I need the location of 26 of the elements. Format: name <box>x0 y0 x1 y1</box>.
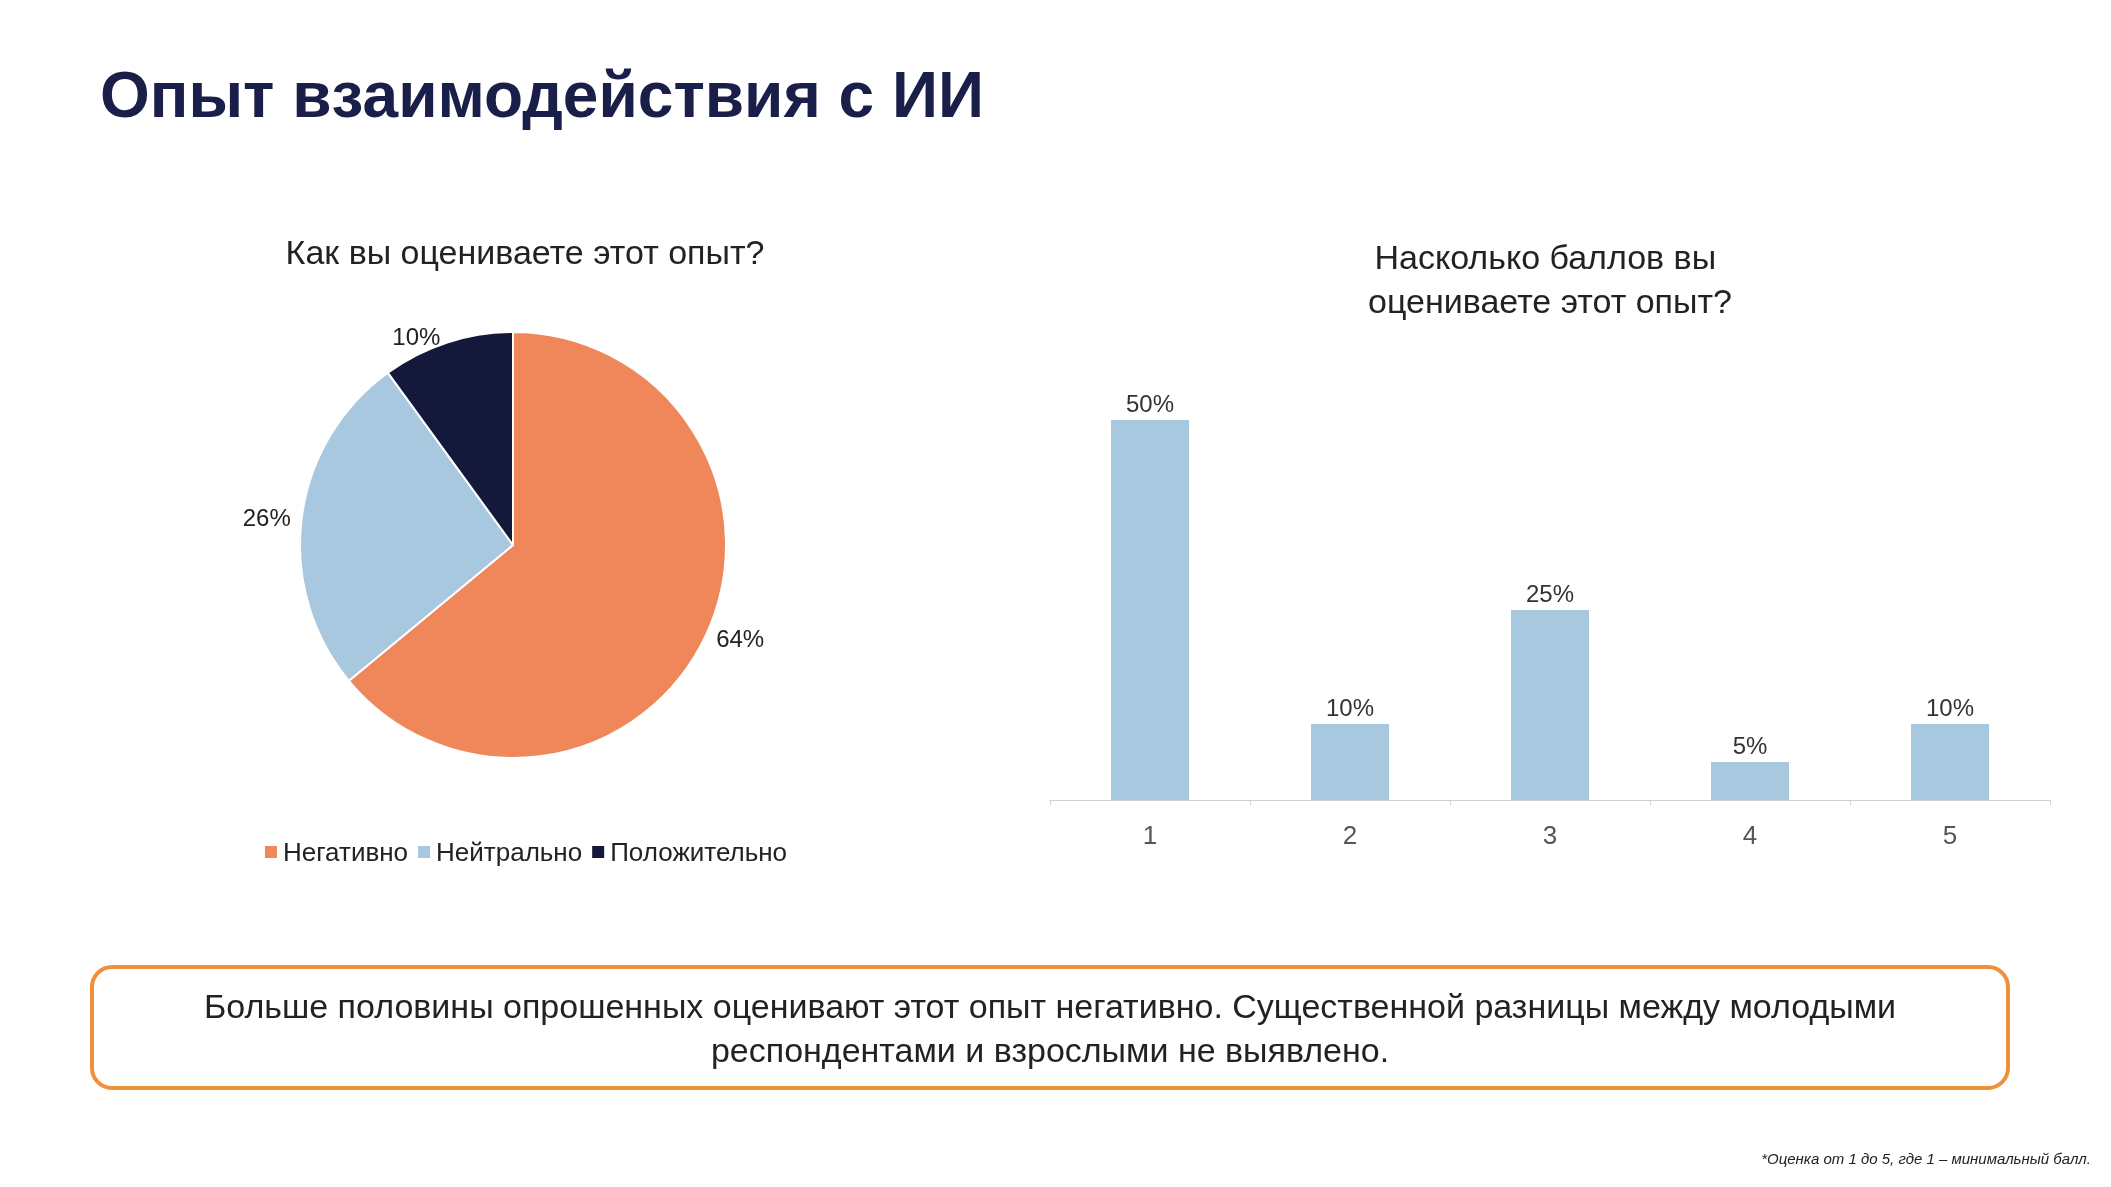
bar <box>1911 724 1989 800</box>
text: Больше половины опрошенных оценивают этот опыт негативно. Существенной разницы между молодыми респондентами и взрослыми не выявлено. <box>90 965 2010 1090</box>
data-label: 25% <box>1525 579 1575 607</box>
bar <box>1511 610 1589 800</box>
data-label: 26% <box>242 504 291 532</box>
data-label: 5% <box>1732 731 1768 759</box>
bar <box>1711 762 1789 800</box>
data-label: 64% <box>716 624 765 652</box>
x-tick-label: 3 <box>1542 820 1558 850</box>
data-label: 10% <box>1925 693 1975 721</box>
text: *Оценка от 1 до 5, где 1 – минимальный балл. <box>1761 1150 2091 1167</box>
chart-title: Насколько баллов вы оцениваете этот опыт? <box>1368 238 1732 320</box>
bar <box>1311 724 1389 800</box>
legend-label: Негативно <box>282 837 409 867</box>
x-tick-label: 4 <box>1742 820 1758 850</box>
legend-label: Нейтрально <box>436 837 583 867</box>
chart-title: Опыт взаимодействия с ИИ <box>100 58 984 132</box>
x-tick-label: 2 <box>1342 820 1358 850</box>
data-label: 10% <box>1325 693 1375 721</box>
chart-subtitle: Как вы оцениваете этот опыт? <box>285 233 765 271</box>
legend-label: Положительно <box>610 837 788 867</box>
data-label: 10% <box>392 323 441 351</box>
x-tick-label: 1 <box>1142 820 1158 850</box>
bar <box>1111 420 1189 800</box>
data-label: 50% <box>1125 389 1175 417</box>
x-tick-label: 5 <box>1942 820 1958 850</box>
